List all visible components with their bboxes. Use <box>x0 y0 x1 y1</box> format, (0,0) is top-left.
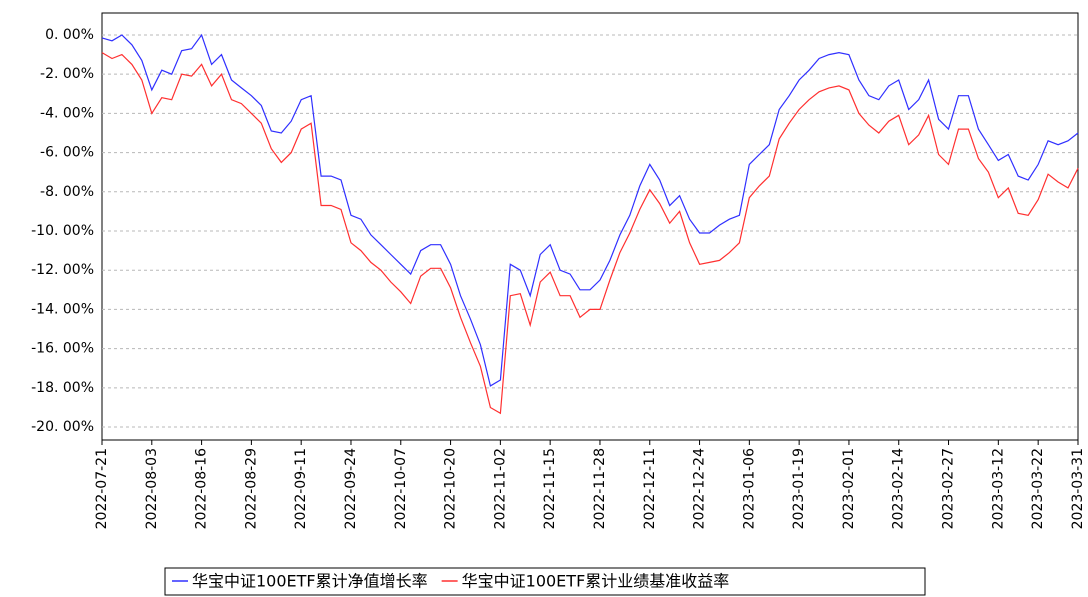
x-tick-label: 2022-07-21 <box>94 448 110 529</box>
y-tick-label: -18. 00% <box>31 380 94 396</box>
y-tick-label: -14. 00% <box>31 301 94 317</box>
x-tick-label: 2022-12-11 <box>642 448 658 529</box>
series-line <box>101 33 1079 387</box>
y-tick-label: -20. 00% <box>31 419 94 435</box>
x-tick-label: 2022-08-16 <box>194 448 210 529</box>
y-tick-label: -6. 00% <box>40 145 94 161</box>
x-tick-label: 2023-02-27 <box>941 448 957 529</box>
y-tick-label: -12. 00% <box>31 262 94 278</box>
y-tick-label: -10. 00% <box>31 223 94 239</box>
y-tick-label: -16. 00% <box>31 341 94 357</box>
x-tick-label: 2023-02-14 <box>891 448 907 529</box>
x-tick-label: 2022-09-11 <box>293 448 309 529</box>
plot-frame <box>101 12 1079 441</box>
y-tick-label: -4. 00% <box>40 105 94 121</box>
y-tick-label: 0. 00% <box>45 27 94 43</box>
legend-label: 华宝中证100ETF累计业绩基准收益率 <box>462 572 730 591</box>
x-tick-label: 2022-10-07 <box>393 448 409 529</box>
legend-label: 华宝中证100ETF累计净值增长率 <box>192 572 428 591</box>
x-tick-label: 2022-11-28 <box>592 448 608 529</box>
x-tick-label: 2022-10-20 <box>443 448 459 529</box>
x-tick-label: 2023-01-19 <box>791 448 807 529</box>
legend-box <box>164 567 926 596</box>
x-tick-label: 2022-12-24 <box>692 448 708 529</box>
x-tick-label: 2023-03-22 <box>1030 448 1046 529</box>
x-tick-label: 2022-08-03 <box>144 448 160 529</box>
x-tick-label: 2023-01-06 <box>741 448 757 529</box>
y-tick-label: -8. 00% <box>40 184 94 200</box>
x-tick-label: 2023-03-31 <box>1070 448 1086 529</box>
x-tick-label: 2022-11-02 <box>492 448 508 529</box>
x-tick-label: 2022-08-29 <box>243 448 259 529</box>
x-tick-label: 2022-09-24 <box>343 448 359 529</box>
series-line <box>101 52 1079 415</box>
x-tick-label: 2023-02-01 <box>841 448 857 529</box>
y-tick-label: -2. 00% <box>40 66 94 82</box>
x-tick-label: 2022-11-15 <box>542 448 558 529</box>
x-tick-label: 2023-03-12 <box>990 448 1006 529</box>
